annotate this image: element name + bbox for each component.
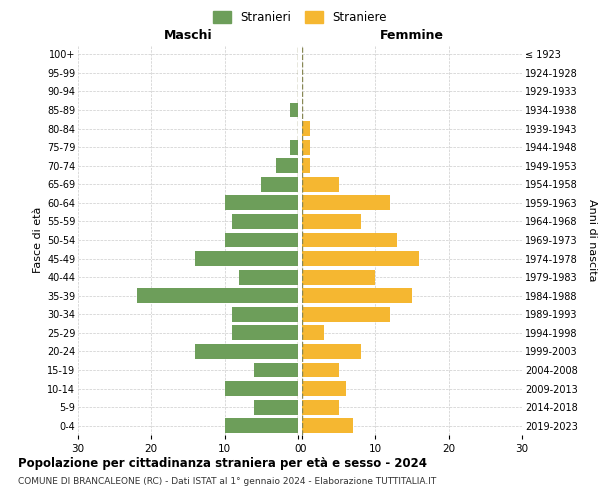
Bar [195,344,298,359]
Bar [302,232,397,248]
Title: Femmine: Femmine [380,30,444,43]
Bar [261,177,298,192]
Text: Popolazione per cittadinanza straniera per età e sesso - 2024: Popolazione per cittadinanza straniera p… [18,458,427,470]
Bar [302,362,339,378]
Bar [232,326,298,340]
Bar [302,307,390,322]
Bar [302,381,346,396]
Bar [224,381,298,396]
Bar [302,158,310,173]
Bar [254,400,298,414]
Bar [302,326,324,340]
Bar [239,270,298,284]
Bar [302,196,390,210]
Bar [224,418,298,433]
Bar [302,418,353,433]
Bar [290,140,298,154]
Bar [224,196,298,210]
Bar [302,270,376,284]
Bar [302,288,412,303]
Bar [137,288,298,303]
Legend: Stranieri, Straniere: Stranieri, Straniere [208,6,392,28]
Bar [302,177,339,192]
Bar [195,251,298,266]
Bar [302,214,361,229]
Y-axis label: Anni di nascita: Anni di nascita [587,198,597,281]
Bar [302,400,339,414]
Bar [302,344,361,359]
Bar [290,102,298,118]
Y-axis label: Fasce di età: Fasce di età [32,207,43,273]
Bar [276,158,298,173]
Bar [232,307,298,322]
Bar [224,232,298,248]
Bar [302,140,310,154]
Bar [254,362,298,378]
Bar [302,121,310,136]
Bar [232,214,298,229]
Text: COMUNE DI BRANCALEONE (RC) - Dati ISTAT al 1° gennaio 2024 - Elaborazione TUTTIT: COMUNE DI BRANCALEONE (RC) - Dati ISTAT … [18,478,436,486]
Bar [302,251,419,266]
Title: Maschi: Maschi [164,30,212,43]
